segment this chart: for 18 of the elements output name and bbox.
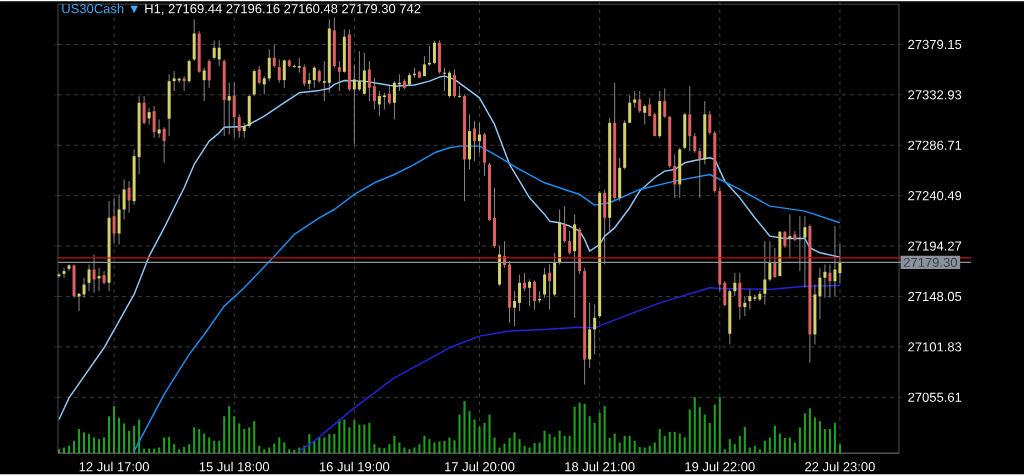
x-tick-label: 12 Jul 17:00 (79, 461, 149, 472)
y-tick-label: 27194.27 (908, 241, 962, 251)
x-tick-label: 22 Jul 23:00 (805, 461, 875, 472)
x-tick-label: 17 Jul 20:00 (445, 461, 515, 472)
y-tick-label: 27148.05 (908, 292, 962, 302)
ref-line-label: 27179.30 (903, 257, 957, 268)
y-tick-label: 27379.15 (908, 40, 962, 50)
x-tick-label: 16 Jul 19:00 (319, 461, 390, 472)
y-tick-label: 27101.83 (908, 342, 962, 352)
chart-title: US30Cash ▼ (62, 3, 138, 14)
chart-subtitle: H1, 27169.44 27196.16 27160.48 27179.30 742 (145, 4, 421, 15)
y-tick-label: 27332.93 (908, 90, 962, 100)
x-tick-label: 19 Jul 22:00 (685, 461, 755, 472)
x-tick-label: 18 Jul 21:00 (565, 461, 635, 472)
y-tick-label: 27055.61 (908, 392, 962, 403)
y-tick-label: 27286.71 (908, 140, 962, 151)
x-tick-label: 15 Jul 18:00 (199, 461, 270, 472)
y-tick-label: 27240.49 (908, 191, 962, 201)
